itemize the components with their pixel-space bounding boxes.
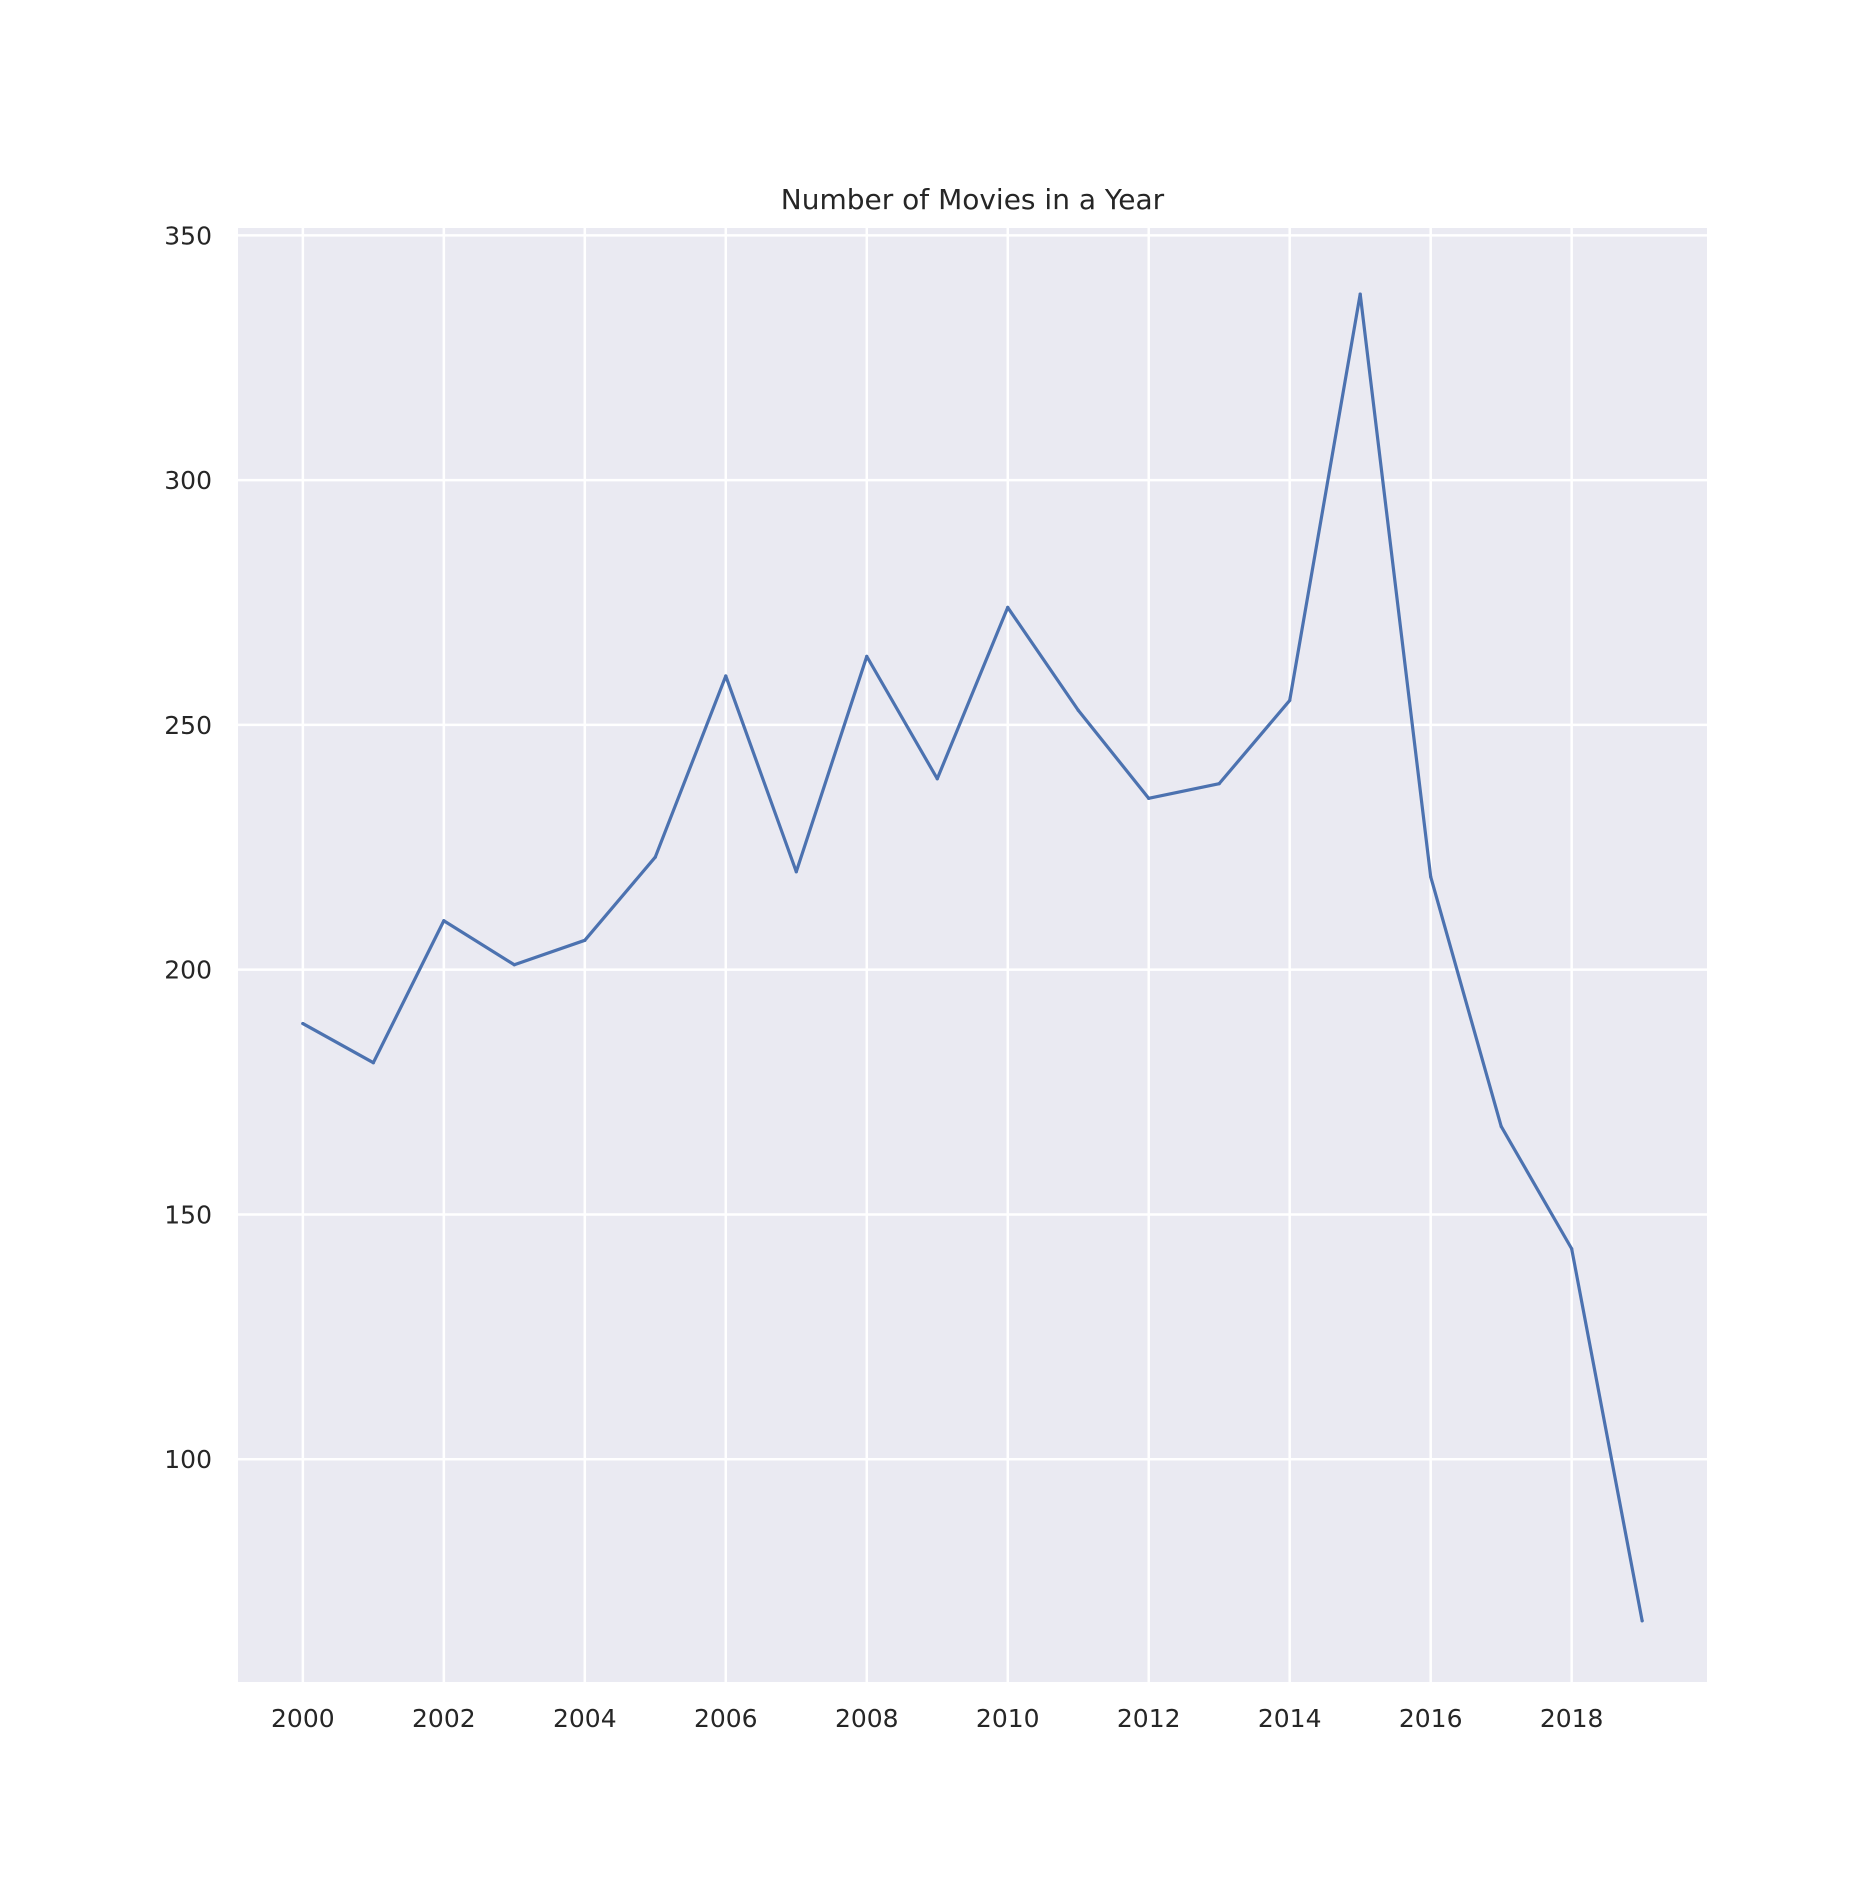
data-point [865,654,869,658]
chart-title: Number of Movies in a Year [781,183,1165,216]
y-tick-label: 250 [164,711,212,740]
data-point [442,919,446,923]
data-point [1147,796,1151,800]
series-layer [301,292,1644,1623]
x-tick-label: 2016 [1399,1704,1463,1733]
data-point [1570,1247,1574,1251]
y-tick-label: 100 [164,1445,212,1474]
x-tick-label: 2000 [271,1704,335,1733]
x-tick-label: 2012 [1117,1704,1181,1733]
data-point [301,1021,305,1026]
x-tick-label: 2018 [1540,1704,1604,1733]
y-tick-label: 300 [164,466,212,495]
x-tick-label: 2008 [835,1704,899,1733]
data-point [371,1061,375,1065]
tick-labels: 100 150 200 250 300 350 2000 2002 2004 2006 2008 20… [164,221,1603,1733]
y-tick-label: 350 [164,221,212,250]
data-point [1076,708,1080,712]
data-point [724,674,728,678]
data-point [1429,875,1433,879]
x-tick-label: 2004 [553,1704,617,1733]
data-point [1006,605,1010,610]
data-point [1499,1124,1503,1128]
data-point [1640,1619,1644,1623]
data-point [794,870,798,874]
data-point [653,855,657,859]
data-point [512,963,516,967]
x-tick-label: 2006 [694,1704,758,1733]
x-tick-label: 2010 [976,1704,1040,1733]
series-line [301,292,1644,1623]
plot-area [238,228,1707,1682]
x-tick-label: 2014 [1258,1704,1322,1733]
gridlines [238,228,1707,1682]
y-tick-label: 150 [164,1200,212,1229]
data-point [583,938,587,942]
data-point [1288,698,1292,703]
x-tick-label: 2002 [412,1704,476,1733]
y-tick-label: 200 [164,956,212,985]
data-point [1217,782,1221,786]
data-point [1358,292,1362,296]
data-point [935,777,939,781]
